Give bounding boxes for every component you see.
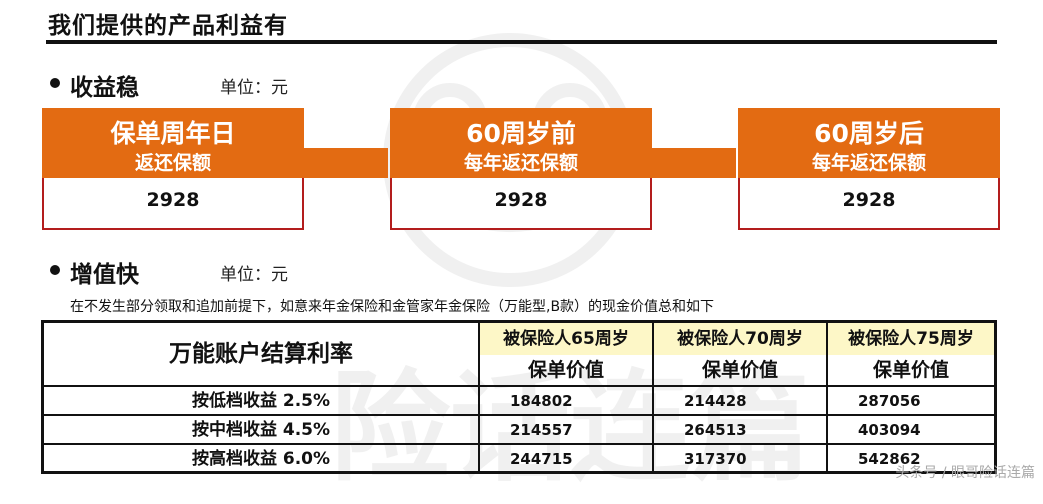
table-cell: 403094 [858,421,921,439]
card-header: 60周岁后 每年返还保额 [738,108,1000,178]
benefit-card-before-60: 60周岁前 每年返还保额 2928 [390,108,652,232]
column-subheader-policy-value: 保单价值 [872,359,949,381]
card-value: 2928 [390,178,652,230]
table-cell: 244715 [510,450,573,468]
card-title: 60周岁前 [466,119,576,148]
card-subtitle: 每年返还保额 [463,152,578,174]
page-title: 我们提供的产品利益有 [48,13,288,39]
card-title: 60周岁后 [814,119,924,148]
row-label-high: 按高档收益 6.0% [191,449,331,469]
row-label-low: 按低档收益 2.5% [191,391,331,411]
bullet-icon [50,78,60,88]
column-subheader-policy-value: 保单价值 [527,359,604,381]
section-title-growth: 增值快 [70,262,139,288]
cash-value-table: 被保险人65周岁 被保险人70周岁 被保险人75周岁 保单价值 保单价值 保单价… [41,320,997,474]
table-cell: 264513 [684,421,747,439]
column-header-age-75: 被保险人75周岁 [828,323,994,355]
row-label-mid: 按中档收益 4.5% [191,420,331,440]
table-cell: 184802 [510,392,573,410]
card-connector [652,148,736,178]
card-value: 2928 [42,178,304,230]
table-corner-header: 万能账户结算利率 [169,341,353,367]
card-header: 保单周年日 返还保额 [42,108,304,178]
column-header-age-65: 被保险人65周岁 [480,323,652,355]
card-value: 2928 [738,178,1000,230]
card-title: 保单周年日 [110,119,236,148]
table-cell: 214428 [684,392,747,410]
table-cell: 542862 [858,450,921,468]
table-note: 在不发生部分领取和追加前提下，如意来年金保险和金管家年金保险（万能型,B款）的现… [70,299,715,315]
unit-label: 单位：元 [220,265,288,285]
grid-line [826,323,828,471]
grid-line [652,323,654,471]
card-subtitle: 返还保额 [134,152,211,174]
column-header-age-70: 被保险人70周岁 [654,323,826,355]
grid-line [44,414,994,416]
section-title-stable: 收益稳 [70,75,139,101]
unit-label: 单位：元 [220,78,288,98]
source-credit: 头条号 / 眼哥险话连篇 [895,465,1035,481]
table-cell: 317370 [684,450,747,468]
grid-line [44,385,994,387]
benefit-card-anniversary: 保单周年日 返还保额 2928 [42,108,304,232]
grid-line [44,443,994,445]
table-cell: 287056 [858,392,921,410]
column-subheader-policy-value: 保单价值 [701,359,778,381]
grid-line [478,323,480,471]
benefit-card-after-60: 60周岁后 每年返还保额 2928 [738,108,1000,232]
title-divider [46,40,997,44]
card-header: 60周岁前 每年返还保额 [390,108,652,178]
card-subtitle: 每年返还保额 [811,152,926,174]
table-cell: 214557 [510,421,573,439]
card-connector [304,148,388,178]
bullet-icon [50,265,60,275]
